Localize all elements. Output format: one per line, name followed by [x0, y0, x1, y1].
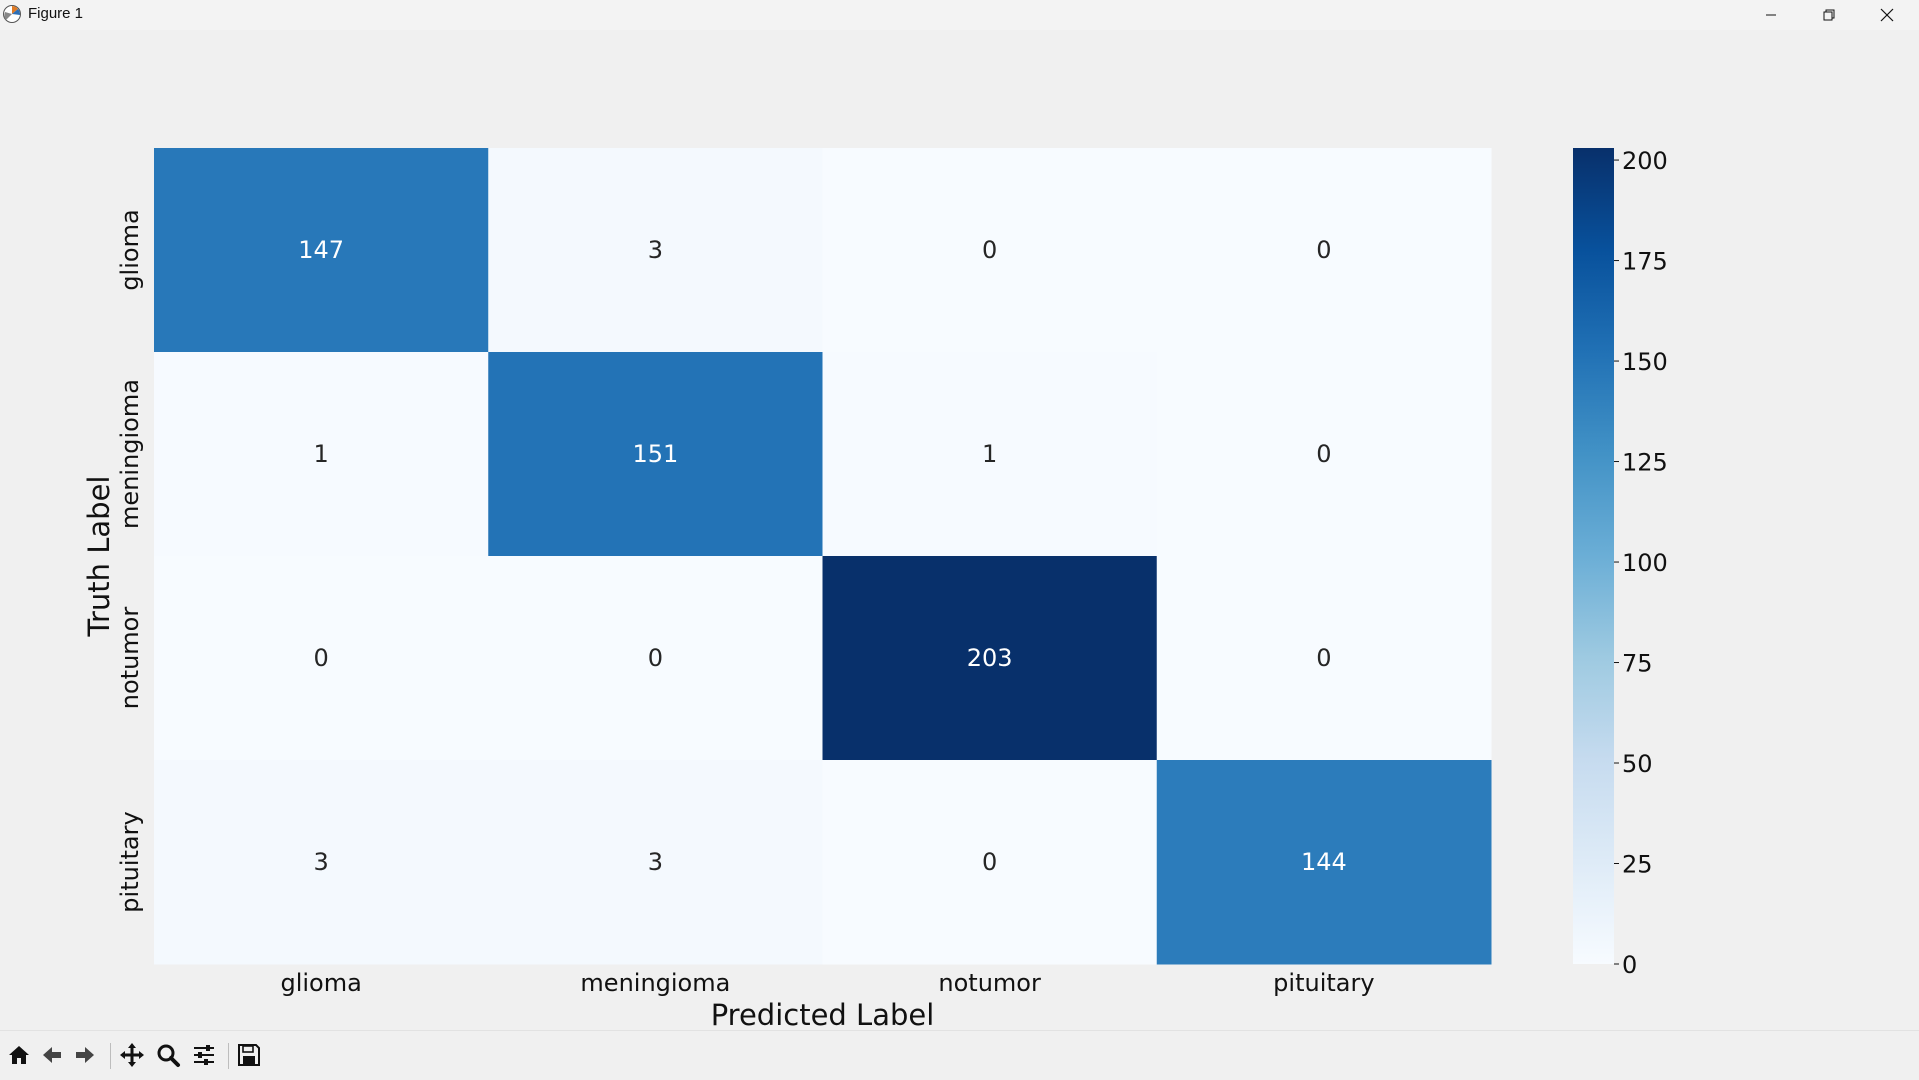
- window-titlebar: Figure 1: [0, 0, 1919, 30]
- zoom-icon: [155, 1042, 181, 1072]
- minimize-button[interactable]: [1743, 0, 1799, 30]
- maximize-icon: [1823, 9, 1835, 21]
- forward-arrow-icon: [72, 1042, 98, 1072]
- cell-value-label: 1: [982, 440, 997, 468]
- cell-value-label: 144: [1301, 848, 1347, 876]
- configure-subplots-icon: [191, 1042, 217, 1072]
- cell-value-label: 0: [1316, 644, 1331, 672]
- save-button[interactable]: [234, 1042, 264, 1072]
- cell-value-label: 3: [648, 848, 663, 876]
- home-icon: [6, 1042, 32, 1072]
- toolbar-separator: [110, 1043, 111, 1069]
- window-title: Figure 1: [28, 5, 84, 22]
- cell-value-label: 0: [1316, 236, 1331, 264]
- x-tick-label: glioma: [280, 969, 361, 997]
- matplotlib-logo-icon: [2, 4, 22, 24]
- y-tick-label: notumor: [116, 607, 144, 710]
- back-button[interactable]: [37, 1042, 67, 1072]
- cell-value-label: 0: [982, 236, 997, 264]
- cell-value-label: 147: [298, 236, 344, 264]
- cell-value-label: 0: [1316, 440, 1331, 468]
- y-tick-label: glioma: [116, 209, 144, 290]
- y-tick-label: meningioma: [116, 379, 144, 529]
- heatmap-cell: [822, 352, 1158, 557]
- figure-canvas[interactable]: 147 3 0 0 1 151 1 0 0 0 203 0 3 3 0 144 glioma meningioma…: [0, 30, 1919, 1030]
- heatmap-cell: [154, 352, 489, 557]
- heatmap-cell: [154, 760, 489, 965]
- pan-button[interactable]: [117, 1042, 147, 1072]
- cell-value-label: 0: [982, 848, 997, 876]
- save-icon: [236, 1042, 262, 1072]
- heatmap-cell: [1156, 352, 1492, 557]
- x-tick-label: meningioma: [580, 969, 730, 997]
- heatmap-cell: [822, 556, 1158, 761]
- x-tick-label: notumor: [938, 969, 1041, 997]
- cell-value-label: 0: [313, 644, 328, 672]
- forward-button[interactable]: [70, 1042, 100, 1072]
- cell-value-label: 0: [648, 644, 663, 672]
- cell-value-label: 1: [313, 440, 328, 468]
- heatmap-cell: [488, 148, 823, 353]
- heatmap-cell: [1156, 556, 1492, 761]
- heatmap-cell: [488, 760, 823, 965]
- colorbar-tick-label: 50: [1622, 750, 1653, 778]
- colorbar-tick-label: 0: [1622, 951, 1637, 979]
- cell-value-label: 3: [648, 236, 663, 264]
- heatmap-cell: [1156, 148, 1492, 353]
- cell-value-label: 151: [632, 440, 678, 468]
- x-tick-label: pituitary: [1273, 969, 1374, 997]
- heatmap-cell: [488, 352, 823, 557]
- colorbar-tick-label: 25: [1622, 851, 1653, 879]
- colorbar-tick-label: 125: [1622, 449, 1668, 477]
- heatmap-cell: [488, 556, 823, 761]
- heatmap-cell: [822, 760, 1158, 965]
- x-axis-label: Predicted Label: [711, 998, 935, 1030]
- navigation-toolbar: [0, 1030, 1919, 1080]
- maximize-button[interactable]: [1801, 0, 1857, 30]
- heatmap-cell: [822, 148, 1158, 353]
- configure-subplots-button[interactable]: [189, 1042, 219, 1072]
- heatmap-cell: [154, 556, 489, 761]
- pan-icon: [118, 1041, 146, 1073]
- colorbar-tick-label: 75: [1622, 650, 1653, 678]
- heatmap-cell: [154, 148, 489, 353]
- y-axis-label: Truth Label: [82, 476, 116, 638]
- toolbar-separator: [228, 1043, 229, 1069]
- colorbar-tick-label: 150: [1622, 348, 1668, 376]
- home-button[interactable]: [4, 1042, 34, 1072]
- colorbar-tick-label: 200: [1622, 147, 1668, 175]
- heatmap-cell: [1156, 760, 1492, 965]
- zoom-button[interactable]: [153, 1042, 183, 1072]
- cell-value-label: 3: [313, 848, 328, 876]
- minimize-icon: [1765, 9, 1777, 21]
- y-tick-label: pituitary: [116, 811, 144, 912]
- close-button[interactable]: [1859, 0, 1915, 30]
- cell-value-label: 203: [967, 644, 1013, 672]
- close-icon: [1880, 8, 1894, 22]
- colorbar-tick-label: 100: [1622, 549, 1668, 577]
- colorbar-tick-label: 175: [1622, 248, 1668, 276]
- back-arrow-icon: [39, 1042, 65, 1072]
- colorbar: [1573, 148, 1614, 964]
